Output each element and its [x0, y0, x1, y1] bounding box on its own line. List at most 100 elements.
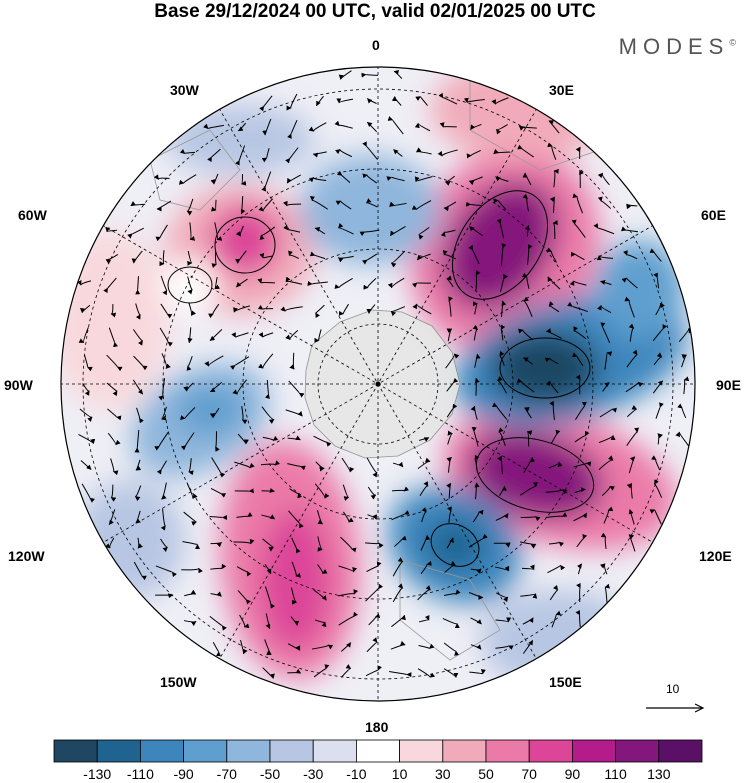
wind-vector	[160, 508, 166, 531]
wind-vector	[188, 302, 197, 316]
wind-vector	[262, 538, 275, 552]
wind-vector	[135, 303, 141, 320]
wind-vector	[475, 270, 481, 291]
wind-vector	[500, 324, 506, 341]
wind-vector	[156, 460, 168, 475]
wind-vector	[215, 431, 220, 452]
wind-vector	[334, 120, 353, 129]
wind-vector	[522, 639, 534, 654]
wind-vector	[288, 250, 300, 259]
wind-vector	[412, 303, 432, 315]
wind-vector	[575, 374, 581, 395]
polar-map	[60, 66, 696, 702]
lon-label-60e: 60E	[701, 207, 726, 223]
wind-vector	[209, 329, 223, 342]
wind-vector	[130, 201, 146, 207]
wind-vector	[179, 148, 196, 155]
wind-vector	[180, 407, 196, 420]
wind-vector	[392, 461, 404, 468]
wind-vector	[189, 222, 196, 241]
wind-vector	[110, 304, 117, 318]
wind-vector	[443, 201, 457, 212]
wind-vector	[522, 172, 532, 186]
wind-vector	[571, 219, 586, 238]
wind-vector	[653, 352, 663, 366]
wind-vector	[291, 537, 301, 554]
wind-vector	[260, 460, 280, 466]
wind-vector	[237, 590, 251, 605]
wind-vector	[418, 643, 435, 650]
wind-vector	[392, 583, 404, 603]
wind-vector	[604, 351, 613, 370]
wind-vector	[548, 301, 560, 313]
wind-vector	[443, 668, 459, 678]
wind-vector	[469, 669, 486, 675]
wind-vector	[338, 222, 354, 235]
wind-vector	[237, 433, 249, 445]
wind-vector	[291, 561, 301, 578]
wind-vector	[491, 97, 509, 105]
map-title: Base 29/12/2024 00 UTC, valid 02/01/2025…	[154, 1, 596, 22]
wind-vector	[470, 123, 482, 130]
wind-vector	[184, 589, 197, 597]
wind-vector	[438, 92, 458, 105]
wind-vector	[548, 461, 563, 469]
wind-vector	[387, 277, 405, 289]
wind-vector	[80, 460, 92, 470]
wind-vector	[214, 222, 223, 241]
wind-vector	[500, 300, 507, 318]
colorbar-tick-label: -90	[173, 766, 194, 782]
wind-vector	[474, 482, 480, 500]
wind-vector	[546, 247, 557, 263]
wind-vector	[133, 355, 148, 371]
colorbar-tick-label: 50	[478, 766, 494, 782]
wind-vector	[79, 408, 93, 422]
wind-vector	[307, 281, 328, 286]
wind-vector	[83, 354, 93, 372]
wind-vector	[472, 324, 479, 341]
wind-vector	[628, 323, 635, 342]
wind-vector	[134, 485, 142, 502]
wind-vector	[131, 250, 143, 264]
anomaly-field	[61, 67, 695, 701]
wind-vector	[499, 351, 505, 367]
wind-vector	[314, 483, 330, 499]
wind-vector	[626, 203, 638, 210]
wind-vector	[675, 431, 690, 447]
wind-vector	[340, 536, 357, 553]
wind-vector	[463, 97, 485, 104]
wind-vector	[161, 353, 171, 369]
wind-vector	[237, 122, 247, 132]
wind-vector	[626, 427, 640, 446]
colorbar-swatch	[269, 739, 314, 763]
wind-vector	[78, 327, 89, 344]
wind-vector	[132, 379, 144, 395]
wind-vector	[602, 382, 610, 392]
wind-vector	[677, 403, 687, 419]
wind-vector	[442, 617, 460, 629]
wind-vector	[625, 381, 644, 393]
wind-vector	[444, 589, 461, 597]
wind-vector	[317, 564, 328, 574]
wind-vector	[241, 406, 248, 425]
wind-vector	[524, 224, 530, 237]
wind-vector	[335, 148, 353, 158]
wind-vector	[132, 329, 144, 346]
wind-vector	[366, 198, 378, 208]
wind-vector	[211, 457, 226, 478]
wind-vector	[573, 461, 592, 468]
wind-vector	[495, 565, 510, 572]
wind-vector	[314, 226, 326, 235]
lon-label-150w: 150W	[160, 674, 197, 690]
brand-text: MODES	[618, 34, 730, 59]
wind-vector	[257, 304, 274, 310]
wind-vector	[596, 255, 614, 261]
wind-vector	[600, 532, 607, 549]
wind-vector	[232, 379, 248, 395]
wind-vector	[492, 402, 508, 420]
wind-vector	[394, 535, 407, 547]
wind-vector	[127, 227, 144, 239]
wind-vector	[548, 541, 565, 547]
wind-vector	[181, 567, 203, 574]
wind-vector	[134, 430, 140, 453]
